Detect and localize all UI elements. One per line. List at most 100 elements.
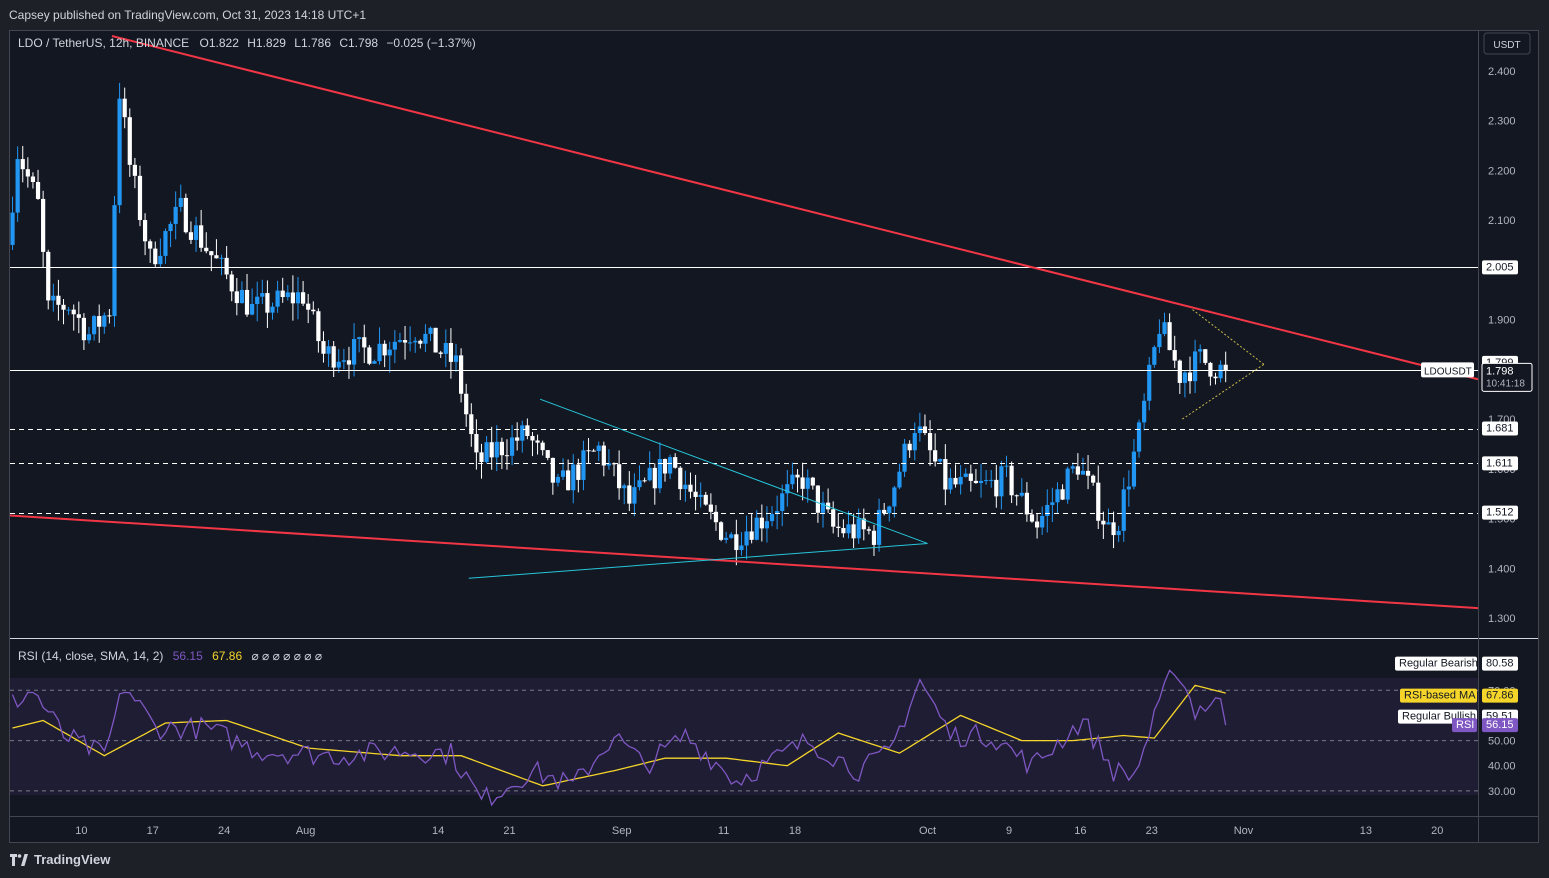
- candle: [300, 281, 306, 307]
- candle: [341, 348, 346, 370]
- candle: [148, 239, 153, 263]
- time-tick-label: 11: [718, 825, 729, 837]
- candle: [76, 301, 81, 334]
- time-tick-label: 10: [75, 825, 87, 837]
- candle: [897, 463, 902, 490]
- candle: [887, 505, 892, 522]
- svg-text:1.512: 1.512: [1486, 507, 1514, 519]
- publish-header: Capsey published on TradingView.com, Oct…: [0, 0, 1549, 30]
- rsi-ma-value-tag[interactable]: 67.86: [1482, 688, 1518, 703]
- candle: [1136, 419, 1142, 458]
- candle: [239, 281, 245, 304]
- rsi-null-values: ⌀ ⌀ ⌀ ⌀ ⌀ ⌀ ⌀: [251, 649, 322, 663]
- candle: [815, 485, 821, 523]
- rsi-value-tag[interactable]: 56.15: [1482, 718, 1518, 733]
- candle: [566, 459, 571, 491]
- trendline[interactable]: [1182, 363, 1265, 420]
- candle: [1055, 482, 1060, 514]
- candle: [1177, 359, 1182, 394]
- candle: [560, 458, 566, 480]
- candle: [617, 450, 622, 500]
- candle: [92, 315, 97, 341]
- candle: [1040, 506, 1045, 535]
- candle: [1157, 319, 1162, 353]
- candle: [922, 414, 928, 436]
- price-level-tag[interactable]: 2.005: [1482, 260, 1518, 275]
- candle: [423, 324, 428, 353]
- candle: [851, 513, 856, 548]
- candle: [509, 425, 515, 466]
- candle: [1147, 357, 1152, 411]
- time-tick-label: 17: [147, 825, 159, 837]
- rsi-ma-label-tag[interactable]: RSI-based MA: [1400, 688, 1477, 703]
- candle: [968, 464, 973, 492]
- candle: [805, 469, 810, 503]
- candle: [1167, 313, 1172, 351]
- candle: [1065, 466, 1070, 504]
- candle: [739, 532, 744, 556]
- candle: [30, 172, 36, 189]
- candle: [703, 491, 708, 506]
- candle: [295, 277, 301, 320]
- price-level-tag[interactable]: 1.611: [1482, 456, 1518, 471]
- time-tick-label: Sep: [612, 825, 632, 837]
- trendline[interactable]: [111, 35, 1478, 381]
- trendline[interactable]: [1192, 309, 1265, 365]
- candle: [693, 474, 698, 511]
- symbol-price-tag[interactable]: LDOUSDT: [1421, 362, 1474, 378]
- time-axis[interactable]: 10 17 24 Aug 14 21 Sep 11 18 Oct 9 16 23 Nov 13 20: [75, 825, 1443, 837]
- candle: [1131, 439, 1137, 490]
- rsi-indicator-label: RSI (14, close, SMA, 14, 2): [18, 649, 163, 663]
- price-level-tag[interactable]: 1.681: [1482, 421, 1518, 436]
- trendline[interactable]: [539, 398, 928, 544]
- candle: [841, 519, 846, 538]
- rsi-legend-value: 56.15: [173, 649, 203, 663]
- svg-text:67.86: 67.86: [1486, 690, 1514, 702]
- candle: [275, 280, 280, 313]
- candle: [999, 460, 1004, 510]
- low-value: L1.786: [294, 36, 331, 50]
- tradingview-logo-icon: [10, 853, 28, 866]
- candle: [193, 216, 199, 252]
- candle: [107, 309, 112, 324]
- candle: [127, 108, 132, 177]
- time-tick-label: 24: [218, 825, 230, 837]
- candle: [81, 313, 87, 350]
- candle: [1060, 484, 1065, 501]
- candle: [61, 298, 66, 325]
- trendline[interactable]: [0, 514, 1478, 610]
- candle: [724, 531, 729, 544]
- svg-text:1.611: 1.611: [1486, 457, 1513, 469]
- time-tick-label: 14: [432, 825, 444, 837]
- candle: [698, 482, 703, 508]
- candle: [1106, 508, 1111, 525]
- rsi-line: [11, 669, 1227, 807]
- candle: [866, 526, 871, 535]
- candle: [744, 515, 749, 560]
- candle: [102, 312, 107, 334]
- candle: [367, 345, 372, 366]
- rsi-bearish-value-tag[interactable]: 80.58: [1482, 656, 1518, 671]
- candle: [780, 484, 785, 527]
- price-axis[interactable]: 2.4002.3002.2002.1002.0001.9001.8001.700…: [1421, 66, 1533, 625]
- candle: [1218, 360, 1223, 383]
- candle: [775, 495, 780, 530]
- rsi-bearish-label-tag[interactable]: Regular Bearish: [1395, 656, 1478, 671]
- candle: [25, 157, 30, 188]
- price-level-tag[interactable]: 1.512: [1482, 505, 1518, 520]
- candle: [1111, 511, 1116, 549]
- candle: [250, 288, 255, 316]
- svg-text:2.005: 2.005: [1486, 261, 1514, 273]
- trendline[interactable]: [468, 542, 928, 579]
- price-tick-label: 2.100: [1488, 215, 1516, 227]
- rsi-label-tag[interactable]: RSI: [1452, 718, 1477, 733]
- candle: [433, 327, 438, 353]
- candle: [958, 465, 963, 495]
- candle: [229, 270, 234, 302]
- candle: [1213, 372, 1218, 385]
- candle: [800, 462, 805, 501]
- currency-button[interactable]: [1483, 32, 1531, 55]
